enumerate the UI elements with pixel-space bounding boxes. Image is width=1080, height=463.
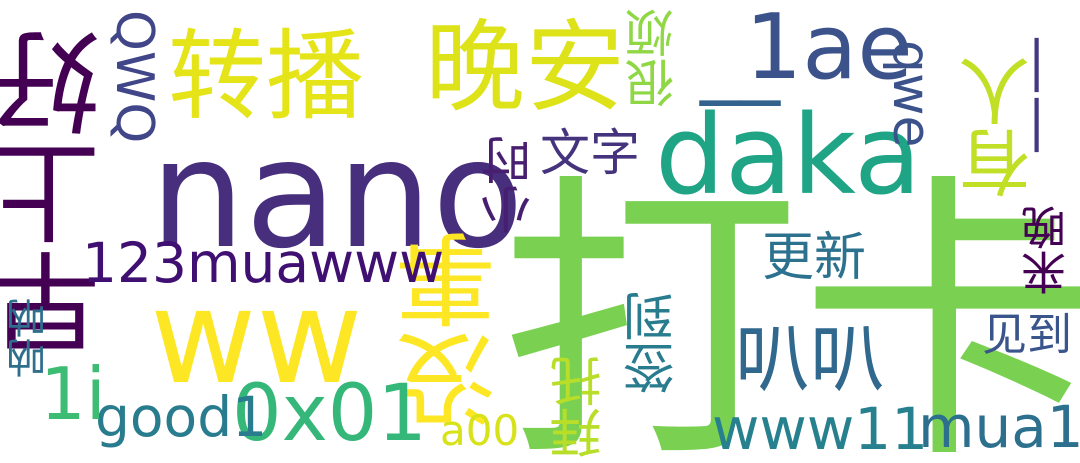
word-underline: __ — [700, 13, 780, 106]
word-nana: 呐呐 — [7, 298, 53, 378]
word-wenzi: 文字 — [540, 124, 640, 182]
word-good1: good1 — [95, 385, 268, 449]
word-jiandao: 见到 — [982, 308, 1073, 361]
word-xiaoshi: 小时 — [481, 135, 539, 235]
word-qiandao: 签到 — [624, 290, 684, 394]
word-wanan: 晚安 — [425, 9, 625, 126]
word-ww: ww — [150, 261, 363, 413]
word-daka-en: daka — [655, 91, 922, 219]
word-qwe: qwe — [881, 40, 941, 148]
word-a00: a00 — [440, 406, 520, 455]
word-dash: —— — [1005, 35, 1075, 155]
word-nano: nano — [150, 108, 524, 282]
word-youren: 有人 — [959, 55, 1043, 199]
word-qwq: QWQ — [104, 10, 164, 144]
word-henfan: 很烦 — [624, 8, 682, 108]
word-babai: 叭叭 — [735, 315, 886, 403]
word-daka-cn: 打卡 — [500, 150, 1080, 463]
word-zhuanbo: 转播 — [168, 20, 365, 134]
word-laiwan: 来晚 — [1021, 205, 1074, 295]
word-123muawww: 123muawww — [82, 231, 445, 295]
word-www11: www11 — [712, 395, 929, 463]
word-gengxin: 更新 — [762, 228, 867, 288]
word-baituo: 拜托 — [551, 355, 611, 459]
word-mua1: mua1 — [918, 393, 1080, 461]
word-1i: 1i — [40, 352, 106, 436]
word-0x01: 0x01 — [232, 369, 428, 459]
word-1ae: 1ae — [745, 0, 913, 100]
